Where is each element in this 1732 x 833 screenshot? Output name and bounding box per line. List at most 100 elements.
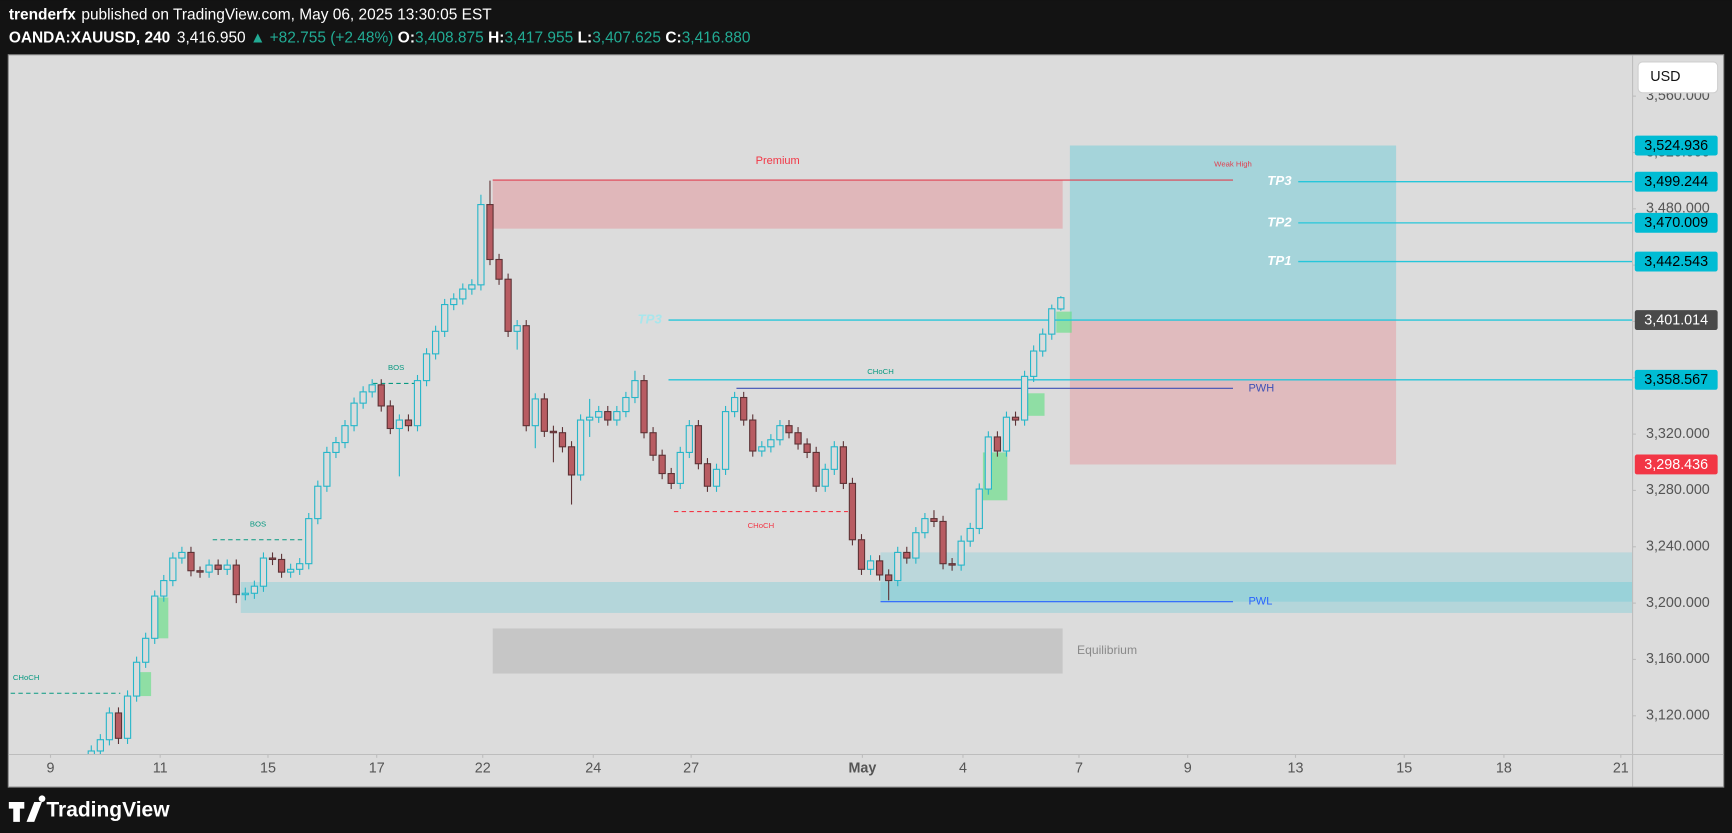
chart-frame: [7, 54, 1725, 788]
candle-body: [486, 204, 494, 261]
candle-body: [286, 568, 295, 573]
zone: [138, 672, 152, 697]
candle-body: [187, 551, 195, 572]
candle-body: [1039, 333, 1047, 352]
candle-body: [703, 463, 712, 487]
candle-body: [794, 432, 802, 445]
candle-body: [694, 425, 703, 465]
candle-body: [422, 353, 431, 382]
candle-body: [114, 712, 123, 739]
candle-body: [105, 712, 114, 741]
candle-body: [1048, 308, 1056, 335]
candle-body: [975, 488, 983, 530]
candle-body: [586, 416, 594, 421]
x-tick-label: 15: [260, 761, 276, 777]
candle-body: [939, 520, 947, 565]
price-badge-label: 3,524.936: [1644, 138, 1708, 154]
y-tick-label: 3,160.000: [1646, 651, 1710, 667]
currency-button[interactable]: USD: [1637, 61, 1719, 94]
y-tick-label: 3,280.000: [1646, 482, 1710, 498]
currency-label[interactable]: USD: [1650, 69, 1680, 85]
y-tick-label: 3,120.000: [1646, 708, 1710, 724]
price-badge-label: 3,442.543: [1644, 254, 1708, 270]
tp-tag: TP2: [1267, 214, 1292, 229]
candle-body: [903, 551, 911, 559]
candle-body: [749, 419, 757, 452]
x-tick-label: 11: [153, 761, 168, 777]
candle-body: [930, 518, 938, 522]
legend-line: OANDA:XAUUSD, 240 3,416.950 ▲ +82.755 (+2.…: [9, 30, 751, 47]
x-tick-label: 4: [959, 761, 967, 777]
symbol: OANDA:XAUUSD, 240: [9, 30, 170, 47]
currency-box[interactable]: [1637, 61, 1719, 94]
zone: [1056, 311, 1072, 333]
candle-body: [540, 398, 548, 432]
price-badge-label: 3,470.009: [1644, 215, 1708, 231]
candle-body: [386, 405, 394, 430]
candle-body: [667, 473, 675, 484]
x-tick-label: 15: [1396, 761, 1412, 777]
drawing-label: BOS: [250, 519, 266, 528]
candle-body: [558, 432, 567, 448]
candle-body: [885, 574, 893, 582]
candle-body: [277, 558, 286, 573]
candle-body: [268, 557, 277, 561]
candle-body: [549, 430, 558, 434]
candle-body: [123, 695, 132, 739]
candle-body: [169, 557, 177, 582]
candle-body: [305, 518, 313, 565]
candle-body: [232, 564, 240, 596]
candle-body: [522, 325, 530, 427]
candle-body: [377, 384, 385, 407]
candle-body: [531, 398, 539, 427]
candle-body: [1030, 350, 1038, 377]
x-tick-label: 27: [683, 761, 699, 777]
candle-body: [504, 278, 512, 332]
x-tick-label: 22: [475, 761, 491, 777]
candle-body: [250, 585, 259, 594]
candle-body: [740, 396, 748, 421]
price-badge-label: 3,499.244: [1644, 174, 1708, 190]
candle-body: [441, 304, 449, 332]
candle-body: [776, 425, 784, 441]
publish-line: trenderfx published on TradingView.com, M…: [9, 7, 492, 24]
zone-label: Equilibrium: [1077, 643, 1137, 657]
x-tick-label: 24: [585, 761, 601, 777]
y-tick-label: 3,240.000: [1646, 539, 1710, 555]
price-badge: [1634, 251, 1718, 272]
candle-body: [341, 425, 349, 444]
zone: [880, 552, 1633, 602]
candle-body: [1002, 416, 1011, 452]
candle-body: [812, 451, 820, 487]
candle-body: [142, 637, 150, 663]
price-badge: [1634, 212, 1718, 233]
plot-area: Equilibrium Premium Weak High PWH PWL BOS BOS C…: [10, 145, 1633, 755]
brand-name: TradingView: [46, 798, 170, 821]
y-tick-label: 3,200.000: [1646, 595, 1710, 611]
x-tick-label: 9: [47, 761, 55, 777]
ohlc-value: 3,407.625: [592, 30, 661, 47]
zone: [1069, 145, 1397, 321]
candle-body: [803, 443, 811, 453]
candle-body: [567, 446, 576, 476]
price-badge: [1634, 171, 1718, 192]
candle-body: [323, 451, 331, 487]
candle-body: [576, 419, 585, 476]
x-tick-label: 7: [1075, 761, 1083, 777]
candle-body: [241, 592, 249, 596]
tp-tag: TP1: [1267, 253, 1291, 268]
candle-body: [830, 446, 838, 470]
candle-body: [151, 595, 159, 639]
drawing-label: CHoCH: [748, 521, 775, 530]
candle-body: [259, 557, 268, 587]
zone: [492, 180, 1063, 229]
candle-body: [314, 485, 322, 520]
candle-body: [640, 380, 648, 434]
candle-body: [785, 425, 793, 434]
ohlc-value: 3,408.875: [415, 30, 484, 47]
price-badge: [1634, 135, 1718, 156]
candle-body: [604, 411, 612, 421]
candle-body: [957, 540, 965, 566]
